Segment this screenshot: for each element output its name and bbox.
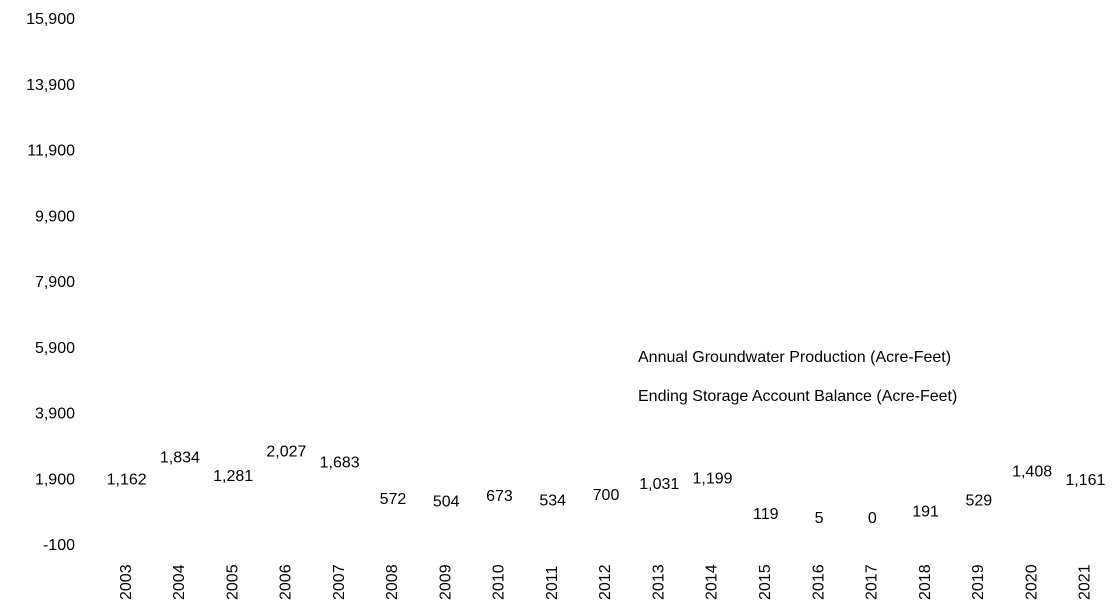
x-tick-label: 2015 xyxy=(757,564,774,600)
bar xyxy=(750,539,782,543)
bar xyxy=(963,525,995,542)
data-label: 1,199 xyxy=(693,471,733,488)
data-label: 1,162 xyxy=(107,472,147,489)
y-tick-label: 7,900 xyxy=(35,274,75,291)
bar xyxy=(430,526,462,543)
x-tick-label: 2008 xyxy=(384,564,401,600)
x-tick-label: 2003 xyxy=(118,564,135,600)
data-label: 1,161 xyxy=(1065,472,1105,489)
y-tick-label: 3,900 xyxy=(35,406,75,423)
x-tick-label: 2021 xyxy=(1077,564,1094,600)
data-label: 1,834 xyxy=(160,450,200,467)
x-tick-label: 2018 xyxy=(917,564,934,600)
x-tick-label: 2005 xyxy=(224,564,241,600)
data-label: 119 xyxy=(753,506,779,523)
x-tick-label: 2004 xyxy=(171,564,188,600)
data-label: 2,027 xyxy=(266,443,306,460)
bar xyxy=(270,476,302,543)
bar xyxy=(910,536,942,542)
x-tick-label: 2011 xyxy=(544,565,561,600)
x-tick-label: 2020 xyxy=(1023,564,1040,600)
x-tick-label: 2012 xyxy=(597,564,614,600)
bar xyxy=(164,482,196,542)
legend-label: Ending Storage Account Balance (Acre-Fee… xyxy=(638,388,957,405)
data-label: 191 xyxy=(912,504,939,521)
data-label: 1,683 xyxy=(320,455,360,472)
data-label: 534 xyxy=(539,492,566,509)
y-tick-label: 5,900 xyxy=(35,340,75,357)
bar xyxy=(1016,496,1048,542)
bar xyxy=(1069,505,1101,543)
x-tick-label: 2007 xyxy=(331,564,348,600)
bar xyxy=(217,501,249,543)
bar xyxy=(590,520,622,543)
y-tick-label: 1,900 xyxy=(35,471,75,488)
x-tick-label: 2019 xyxy=(970,564,987,600)
x-tick-label: 2017 xyxy=(864,564,881,600)
data-label: 700 xyxy=(593,487,620,504)
y-tick-label: 15,900 xyxy=(26,11,75,28)
data-label: 572 xyxy=(380,491,407,508)
bar xyxy=(643,509,675,543)
data-label: 1,408 xyxy=(1012,464,1052,481)
x-tick-label: 2006 xyxy=(278,564,295,600)
x-tick-label: 2016 xyxy=(810,564,827,600)
data-label: 5 xyxy=(815,510,824,527)
x-tick-label: 2009 xyxy=(437,564,454,600)
legend-label: Annual Groundwater Production (Acre-Feet… xyxy=(638,349,951,366)
data-label: 673 xyxy=(486,488,513,505)
bar xyxy=(324,487,356,542)
x-tick-label: 2010 xyxy=(491,564,508,600)
y-tick-label: 9,900 xyxy=(35,208,75,225)
data-label: 1,281 xyxy=(213,468,253,485)
y-tick-label: 11,900 xyxy=(27,143,75,160)
bar xyxy=(697,503,729,542)
data-label: 504 xyxy=(433,493,460,510)
x-tick-label: 2014 xyxy=(704,564,721,600)
bar xyxy=(377,524,409,543)
data-label: 529 xyxy=(965,493,992,510)
bar xyxy=(537,525,569,543)
x-tick-label: 2013 xyxy=(650,564,667,600)
y-tick-label: -100 xyxy=(43,537,75,554)
bar xyxy=(111,505,143,543)
bar xyxy=(483,521,515,543)
data-label: 0 xyxy=(868,510,877,527)
data-label: 1,031 xyxy=(639,476,679,493)
y-tick-label: 13,900 xyxy=(26,77,75,94)
